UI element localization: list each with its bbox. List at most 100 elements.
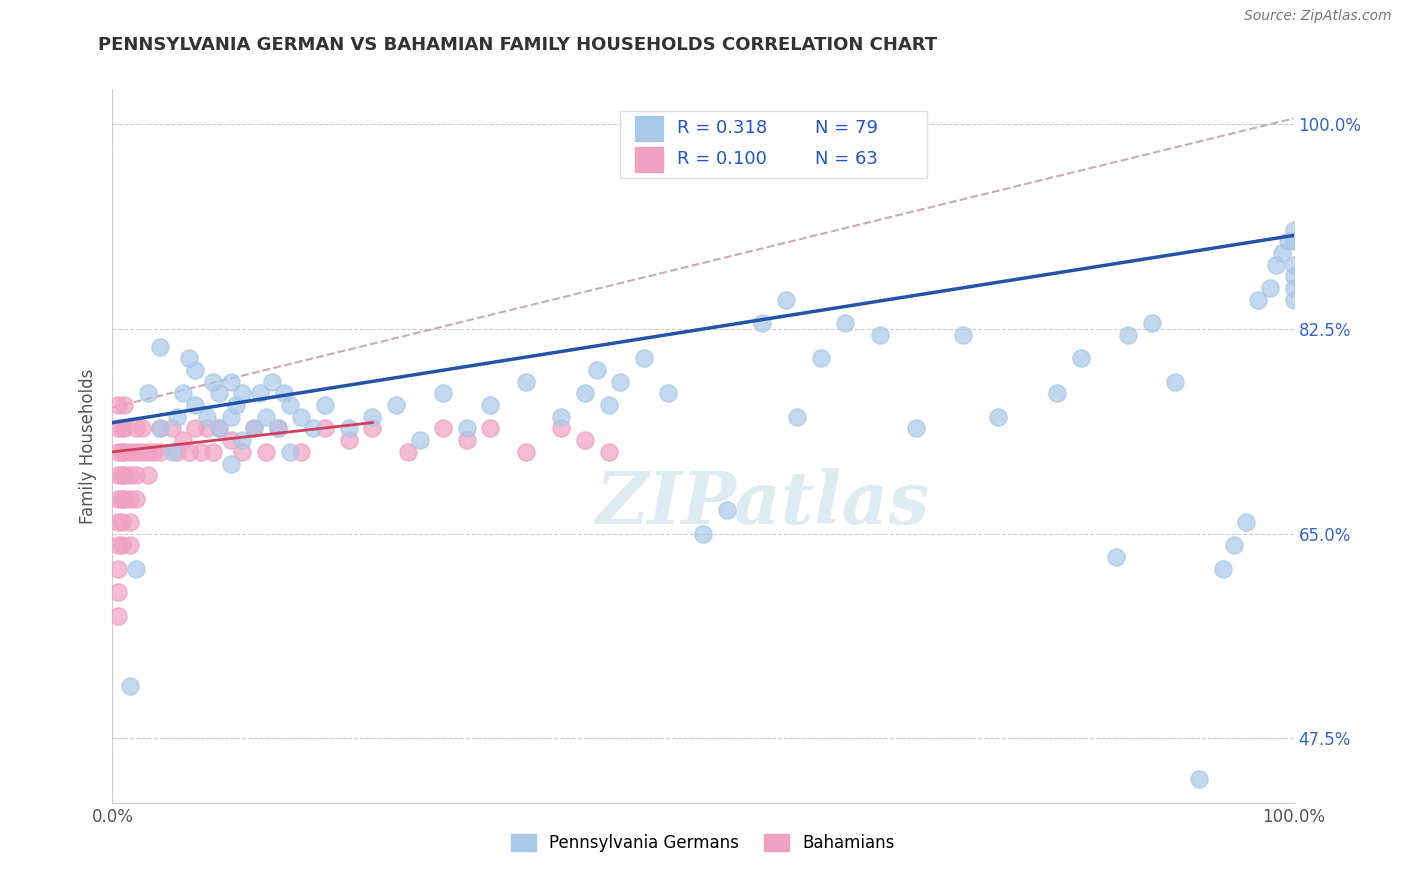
Text: N = 79: N = 79 (815, 120, 879, 137)
Point (231, 386, 253, 401)
Point (692, 526, 714, 541)
Point (479, 398, 502, 412)
Point (267, 421, 290, 435)
Point (869, 327, 891, 342)
Point (231, 445, 253, 459)
Point (125, 562, 148, 576)
Point (107, 562, 129, 576)
Point (1277, 234, 1299, 248)
Point (201, 375, 224, 389)
Point (190, 445, 212, 459)
Point (314, 421, 336, 435)
Point (149, 445, 172, 459)
Point (195, 421, 218, 435)
Point (278, 445, 301, 459)
Point (337, 433, 360, 447)
Point (1164, 375, 1187, 389)
Y-axis label: Family Households: Family Households (79, 368, 97, 524)
Point (120, 468, 142, 483)
Point (987, 409, 1010, 424)
Point (131, 445, 153, 459)
Point (598, 398, 620, 412)
Point (195, 409, 218, 424)
Point (1212, 562, 1234, 576)
Point (136, 468, 159, 483)
Point (254, 445, 277, 459)
Point (432, 421, 454, 435)
Point (278, 398, 301, 412)
Point (172, 433, 194, 447)
Point (1271, 246, 1294, 260)
Point (112, 468, 135, 483)
Point (107, 421, 129, 435)
Point (125, 491, 148, 506)
Point (208, 421, 231, 435)
FancyBboxPatch shape (620, 111, 928, 178)
Point (136, 386, 159, 401)
Point (184, 398, 207, 412)
Point (609, 375, 631, 389)
Point (550, 421, 572, 435)
Point (219, 375, 242, 389)
Point (231, 433, 253, 447)
Point (1140, 316, 1163, 330)
Point (120, 491, 142, 506)
Text: N = 63: N = 63 (815, 150, 879, 168)
Point (160, 421, 183, 435)
Text: R = 0.100: R = 0.100 (678, 150, 766, 168)
Point (219, 409, 242, 424)
Point (585, 363, 607, 377)
Point (834, 316, 856, 330)
Point (112, 445, 135, 459)
Point (107, 398, 129, 412)
Point (219, 433, 242, 447)
Point (408, 433, 430, 447)
Point (107, 445, 129, 459)
Point (179, 445, 201, 459)
Point (260, 375, 283, 389)
Point (111, 468, 134, 483)
Point (112, 491, 135, 506)
Point (107, 538, 129, 552)
Point (125, 445, 148, 459)
Point (112, 398, 135, 412)
Point (120, 445, 142, 459)
Point (208, 421, 231, 435)
Point (111, 491, 134, 506)
Point (337, 421, 360, 435)
Point (1282, 269, 1305, 284)
Point (1234, 515, 1257, 529)
Point (107, 585, 129, 599)
Point (1282, 281, 1305, 295)
Point (1223, 538, 1246, 552)
Legend: Pennsylvania Germans, Bahamians: Pennsylvania Germans, Bahamians (505, 827, 901, 859)
Point (952, 327, 974, 342)
Point (775, 293, 797, 307)
Point (657, 386, 679, 401)
Point (125, 468, 148, 483)
Point (515, 445, 537, 459)
Point (172, 386, 194, 401)
Point (361, 421, 384, 435)
Point (1258, 281, 1281, 295)
Point (314, 398, 336, 412)
Point (290, 445, 312, 459)
Point (1282, 293, 1305, 307)
Point (904, 421, 927, 435)
Point (120, 515, 142, 529)
Point (1116, 327, 1139, 342)
Point (142, 445, 165, 459)
Point (1282, 234, 1305, 248)
Point (550, 409, 572, 424)
Point (1070, 351, 1092, 366)
Point (361, 409, 384, 424)
Point (1105, 550, 1128, 565)
Point (179, 351, 201, 366)
Text: R = 0.318: R = 0.318 (678, 120, 768, 137)
Point (716, 503, 738, 517)
Point (267, 421, 290, 435)
Point (633, 351, 655, 366)
Point (125, 421, 148, 435)
Point (574, 433, 596, 447)
Point (302, 421, 325, 435)
